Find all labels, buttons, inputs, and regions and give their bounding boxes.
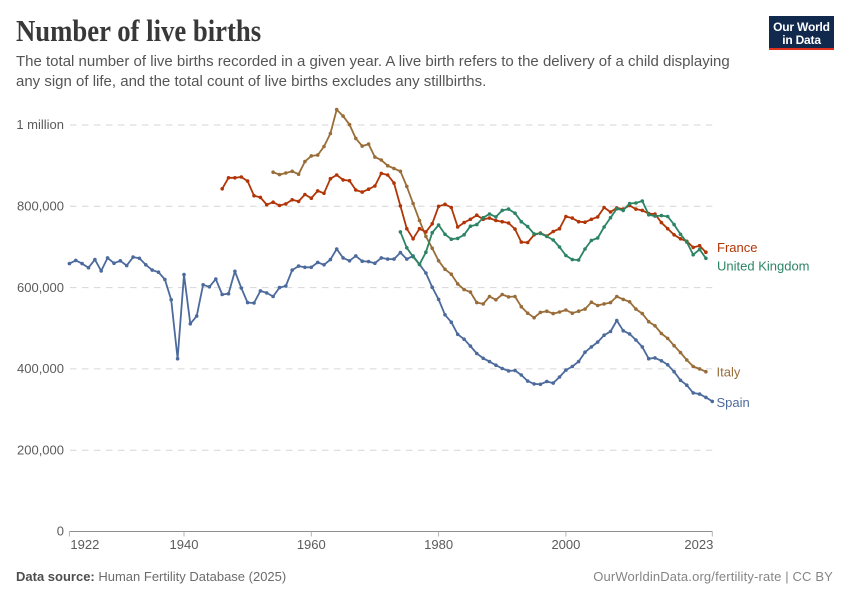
svg-text:1980: 1980 [424, 537, 453, 552]
svg-text:800,000: 800,000 [17, 199, 64, 214]
svg-text:200,000: 200,000 [17, 442, 64, 457]
svg-text:0: 0 [57, 524, 64, 539]
svg-text:1940: 1940 [170, 537, 199, 552]
svg-text:1922: 1922 [70, 537, 99, 552]
svg-text:1 million: 1 million [16, 117, 64, 132]
svg-text:Italy: Italy [717, 365, 741, 380]
svg-text:400,000: 400,000 [17, 361, 64, 376]
svg-text:2023: 2023 [684, 537, 713, 552]
svg-text:1960: 1960 [297, 537, 326, 552]
svg-text:France: France [717, 240, 757, 255]
svg-text:United Kingdom: United Kingdom [717, 258, 810, 273]
svg-text:Spain: Spain [717, 395, 750, 410]
svg-text:600,000: 600,000 [17, 280, 64, 295]
svg-text:2000: 2000 [551, 537, 580, 552]
